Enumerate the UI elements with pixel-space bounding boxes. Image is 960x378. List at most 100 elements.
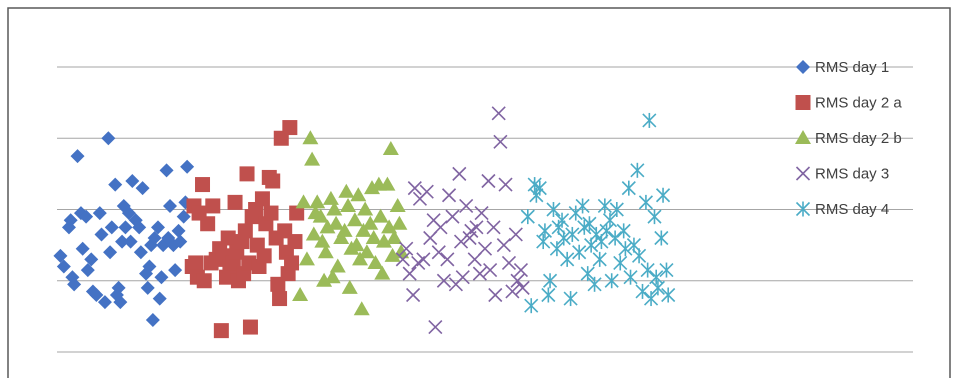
data-point bbox=[623, 269, 638, 285]
data-point bbox=[477, 241, 493, 256]
data-point bbox=[314, 233, 331, 248]
data-point bbox=[298, 251, 315, 266]
data-point bbox=[474, 205, 489, 221]
data-point bbox=[515, 280, 530, 295]
data-point bbox=[188, 255, 204, 271]
data-point bbox=[643, 291, 659, 307]
legend-item: RMS day 2 b bbox=[795, 130, 902, 147]
data-point bbox=[353, 301, 370, 316]
data-point bbox=[195, 177, 211, 193]
data-point bbox=[97, 295, 112, 310]
legend-marker bbox=[795, 166, 811, 181]
data-point bbox=[640, 262, 655, 278]
data-point bbox=[635, 283, 650, 299]
data-point bbox=[152, 291, 167, 306]
data-point bbox=[575, 198, 590, 214]
data-point bbox=[256, 248, 272, 264]
data-point bbox=[113, 295, 128, 310]
data-point bbox=[560, 251, 575, 267]
data-point bbox=[282, 120, 298, 136]
data-point bbox=[491, 106, 506, 121]
data-point bbox=[140, 280, 155, 295]
data-point bbox=[440, 252, 455, 267]
data-point bbox=[505, 284, 520, 299]
legend-marker bbox=[796, 60, 810, 74]
data-point bbox=[546, 202, 561, 217]
data-point bbox=[472, 266, 487, 281]
data-point bbox=[123, 234, 138, 249]
data-point bbox=[196, 273, 212, 289]
data-point bbox=[287, 234, 303, 250]
data-point bbox=[94, 227, 109, 242]
data-point bbox=[609, 202, 624, 217]
data-point bbox=[239, 166, 255, 182]
data-point bbox=[416, 252, 431, 267]
data-point bbox=[661, 287, 676, 303]
data-point bbox=[488, 287, 503, 303]
legend-label: RMS day 1 bbox=[815, 59, 889, 76]
data-point bbox=[289, 205, 305, 221]
data-point bbox=[63, 213, 78, 228]
data-point bbox=[498, 177, 513, 192]
data-point bbox=[469, 220, 484, 235]
data-point bbox=[84, 252, 99, 267]
data-point bbox=[358, 244, 375, 259]
series-4 bbox=[395, 106, 530, 335]
legend-item: RMS day 2 a bbox=[795, 95, 902, 112]
chart-border bbox=[7, 7, 951, 378]
data-point bbox=[542, 273, 558, 289]
legend-item: RMS day 3 bbox=[795, 166, 889, 183]
data-point bbox=[328, 215, 345, 230]
data-point bbox=[365, 230, 382, 244]
data-point bbox=[572, 244, 587, 260]
data-point bbox=[496, 238, 511, 253]
data-point bbox=[133, 245, 148, 260]
data-point bbox=[483, 262, 498, 278]
data-point bbox=[53, 248, 68, 263]
data-point bbox=[589, 226, 604, 242]
data-point bbox=[205, 198, 221, 214]
legend-label: RMS day 2 b bbox=[815, 130, 902, 147]
data-point bbox=[524, 298, 539, 314]
series-2 bbox=[184, 120, 305, 339]
data-point bbox=[597, 198, 612, 214]
data-point bbox=[284, 255, 300, 271]
data-point bbox=[350, 187, 367, 202]
data-point bbox=[254, 191, 270, 207]
data-point bbox=[650, 280, 665, 296]
data-point bbox=[616, 223, 631, 239]
data-point bbox=[333, 230, 350, 244]
data-point bbox=[604, 273, 619, 289]
data-point bbox=[305, 226, 322, 241]
data-point bbox=[556, 230, 571, 246]
data-point bbox=[532, 180, 547, 196]
data-point bbox=[493, 134, 508, 149]
data-point bbox=[108, 177, 123, 192]
legend-marker bbox=[795, 95, 811, 110]
data-point bbox=[67, 277, 82, 292]
data-point bbox=[200, 216, 216, 232]
data-point bbox=[125, 174, 140, 188]
data-point bbox=[486, 220, 501, 235]
data-point bbox=[659, 262, 674, 278]
data-point bbox=[265, 173, 281, 189]
data-point bbox=[304, 151, 321, 166]
data-point bbox=[336, 222, 353, 237]
data-point bbox=[382, 140, 399, 155]
data-point bbox=[173, 234, 188, 249]
data-point bbox=[655, 187, 671, 203]
data-point bbox=[431, 245, 446, 260]
data-point bbox=[554, 212, 570, 228]
data-point bbox=[322, 190, 339, 205]
data-point bbox=[654, 230, 669, 246]
data-point bbox=[580, 266, 595, 282]
legend-item: RMS day 4 bbox=[795, 201, 889, 218]
legend-label: RMS day 4 bbox=[815, 201, 889, 218]
data-point bbox=[384, 247, 401, 262]
data-point bbox=[642, 112, 657, 128]
data-point bbox=[520, 209, 535, 225]
data-point bbox=[537, 223, 552, 239]
data-point bbox=[529, 187, 544, 203]
data-point bbox=[587, 276, 602, 292]
data-point bbox=[272, 291, 288, 307]
